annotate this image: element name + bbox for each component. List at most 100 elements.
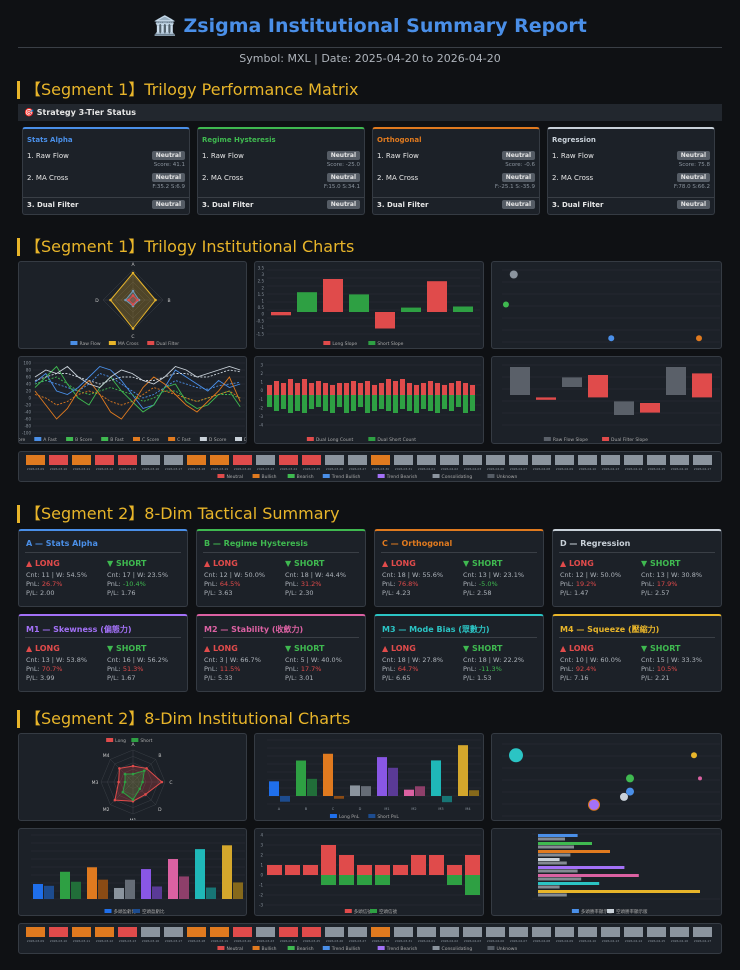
long-column: ▲ LONG Cnt: 18 | W: 27.8% PnL: 64.7% P/L: 6…	[382, 644, 458, 683]
short-pnl-value: -11.3%	[478, 665, 502, 673]
heatmap-cell	[256, 455, 275, 465]
bubble	[502, 301, 509, 308]
bar	[388, 767, 398, 796]
trilogy-card-title: Orthogonal	[377, 136, 422, 144]
bar	[297, 292, 317, 312]
bar	[152, 886, 162, 899]
trilogy-card: Regime Hysteresis 1. Raw Flow Neutral Score…	[197, 127, 365, 215]
heatmap-cell	[141, 927, 160, 937]
bar	[428, 395, 433, 411]
tactical-card: M4 — Squeeze (壓縮力) ▲ LONG Cnt: 10 | W: 60.…	[552, 614, 722, 692]
heatmap-label: 2026-04-09	[556, 939, 574, 943]
legend-swatch	[168, 437, 176, 441]
heatmap-cell	[325, 927, 344, 937]
heatmap-cell	[578, 927, 597, 937]
status-badge: Neutral	[501, 151, 535, 160]
long-pnl-value: 64.5%	[219, 580, 241, 588]
heatmap-label: 2026-04-07	[510, 467, 528, 471]
heatmap-cell	[325, 455, 344, 465]
legend-swatch	[607, 909, 614, 913]
heatmap-cell	[164, 927, 183, 937]
long-column: ▲ LONG Cnt: 12 | W: 50.0% PnL: 19.2% P/L: 1…	[560, 559, 636, 598]
legend-swatch	[322, 946, 330, 950]
bar	[538, 885, 560, 889]
radar-axis-label: B	[167, 298, 170, 304]
bar	[195, 849, 205, 899]
y-tick-label: -1	[259, 883, 263, 888]
bar	[393, 865, 408, 875]
heatmap-label: 2026-03-20	[234, 467, 252, 471]
bar	[465, 855, 480, 875]
heatmap-cell	[670, 927, 689, 937]
short-column: ▼ SHORT Cnt: 18 | W: 22.2% PnL: -11.3% P/L:…	[463, 644, 539, 683]
bar	[538, 845, 574, 849]
bar	[303, 865, 318, 875]
bar	[538, 866, 625, 869]
legend-swatch	[432, 946, 440, 950]
trilogy-bubble-chart	[491, 261, 722, 349]
bar	[365, 395, 370, 413]
bar	[458, 745, 468, 796]
bar	[538, 834, 578, 837]
legend-label: Raw Flow Slope	[553, 437, 588, 443]
long-pnl: PnL: 11.5%	[204, 665, 241, 673]
heatmap-cell	[210, 455, 229, 465]
legend-swatch	[368, 437, 376, 441]
heatmap-label: 2026-03-26	[326, 939, 344, 943]
trilogy-row: 1. Raw Flow Neutral Score: 41.1	[23, 149, 189, 171]
radar-point	[113, 798, 117, 802]
heatmap-cell	[233, 455, 252, 465]
heatmap-label: 2026-03-30	[372, 939, 390, 943]
heatmap-label: 2026-03-26	[326, 467, 344, 471]
bar	[323, 383, 328, 395]
bar	[614, 401, 634, 415]
trilogy-slope-chart: 3.5 3 2.5 2 1.5 1 0.5 0 -0.5 -1 -1.5 Long Slope Shor…	[254, 261, 484, 349]
line-series	[34, 365, 241, 413]
legend-swatch	[487, 474, 495, 478]
heatmap-cell	[555, 455, 574, 465]
heatmap-cell	[624, 455, 643, 465]
tactical-card-title: M4 — Squeeze (壓縮力)	[560, 625, 660, 634]
bar	[281, 395, 286, 409]
legend-label: Bearish	[297, 474, 314, 480]
legend-swatch	[199, 437, 207, 441]
bar	[414, 385, 419, 395]
heatmap-label: 2026-03-30	[372, 467, 390, 471]
long-label: ▲ LONG	[26, 559, 60, 568]
legend-label: Consolidating	[442, 946, 473, 952]
legend-label: D Fast	[244, 437, 246, 443]
bar	[414, 395, 419, 413]
long-column: ▲ LONG Cnt: 13 | W: 53.8% PnL: 70.7% P/L: 3…	[26, 644, 102, 683]
bar	[538, 882, 600, 885]
heatmap-label: 2026-04-01	[418, 467, 436, 471]
long-pnl: PnL: 19.2%	[560, 580, 597, 588]
legend-swatch	[571, 909, 579, 913]
short-pnl-value: 17.9%	[656, 580, 678, 588]
legend-label: Bearish	[297, 946, 314, 952]
radar-point	[138, 787, 142, 791]
bar	[442, 796, 452, 803]
dim-radar-chart: Long Short A B C D M1 M2 M3 M4	[18, 733, 247, 824]
legend-label: 多頭盈虧比	[114, 908, 137, 915]
card-divider	[381, 637, 537, 638]
heatmap-cell	[486, 927, 505, 937]
heatmap-label: 2026-03-25	[303, 467, 321, 471]
status-badge: Neutral	[676, 200, 710, 209]
heatmap-cell	[647, 455, 666, 465]
short-count: Cnt: 17 | W: 23.5%	[107, 571, 169, 579]
short-pnl: PnL: -11.3%	[463, 665, 502, 673]
bar	[463, 395, 468, 413]
trilogy-row-dual: 3. Dual Filter Neutral	[373, 197, 539, 215]
long-count: Cnt: 11 | W: 54.5%	[26, 571, 88, 579]
status-badge: Neutral	[151, 200, 185, 209]
x-tick-label: B	[305, 807, 308, 811]
bar	[323, 395, 328, 411]
heatmap-label: 2026-04-03	[464, 467, 482, 471]
x-tick-label: M3	[438, 807, 443, 811]
line-series	[34, 369, 241, 385]
long-pl: P/L: 1.47	[560, 589, 589, 597]
card-divider	[381, 552, 537, 553]
legend-label: Long	[115, 738, 126, 744]
heatmap-label: 2026-03-31	[395, 467, 413, 471]
legend-label: Trend Bullish	[331, 474, 361, 480]
